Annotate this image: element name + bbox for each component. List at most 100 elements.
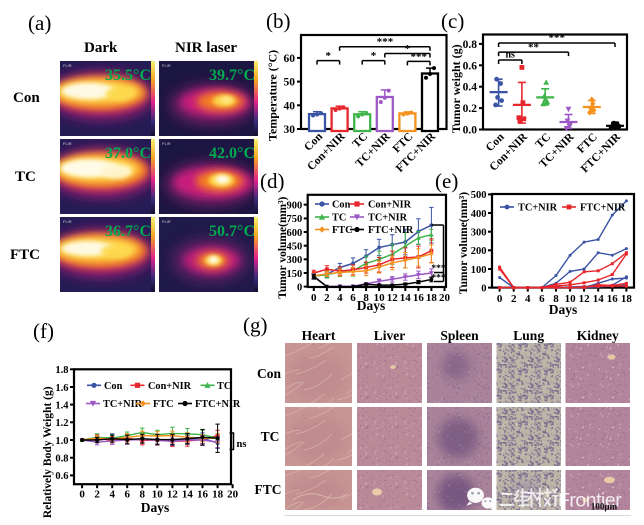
svg-text:900: 900 xyxy=(286,201,302,212)
svg-text:12: 12 xyxy=(167,489,179,501)
svg-text:Spleen: Spleen xyxy=(440,328,479,343)
svg-text:Con: Con xyxy=(257,366,281,381)
svg-text:12: 12 xyxy=(579,293,591,305)
svg-text:Temperature (°C): Temperature (°C) xyxy=(266,50,280,141)
svg-text:6: 6 xyxy=(124,489,130,501)
svg-text:2: 2 xyxy=(324,292,330,304)
svg-text:14: 14 xyxy=(182,489,194,501)
svg-text:Con: Con xyxy=(332,200,351,211)
svg-text:FLIR: FLIR xyxy=(63,141,72,146)
svg-text:(b): (b) xyxy=(266,9,291,33)
svg-text:0.2: 0.2 xyxy=(463,103,478,115)
svg-text:10: 10 xyxy=(152,489,164,501)
svg-text:0.8: 0.8 xyxy=(463,39,478,51)
svg-text:35.5°C: 35.5°C xyxy=(105,67,151,84)
svg-text:14: 14 xyxy=(593,293,605,305)
svg-text:16: 16 xyxy=(607,293,619,305)
svg-text:8: 8 xyxy=(140,489,146,501)
svg-text:FTC+NIR: FTC+NIR xyxy=(368,225,414,236)
svg-text:ns: ns xyxy=(505,50,515,61)
svg-text:**: ** xyxy=(528,41,540,53)
svg-text:Heart: Heart xyxy=(302,328,336,343)
svg-text:0: 0 xyxy=(481,283,486,294)
svg-text:30: 30 xyxy=(284,124,296,136)
svg-text:50.7°C: 50.7°C xyxy=(209,223,255,240)
svg-text:2: 2 xyxy=(94,489,100,501)
svg-text:60: 60 xyxy=(284,53,296,65)
svg-text:TC+NIR: TC+NIR xyxy=(103,399,143,410)
svg-text:***: *** xyxy=(431,273,446,283)
svg-text:4: 4 xyxy=(525,293,531,305)
svg-text:20: 20 xyxy=(439,292,451,304)
svg-text:2: 2 xyxy=(511,293,517,305)
svg-text:200: 200 xyxy=(471,246,487,257)
svg-text:0: 0 xyxy=(311,292,317,304)
svg-text:***: *** xyxy=(377,36,394,48)
svg-text:FLIR: FLIR xyxy=(162,219,171,224)
svg-text:Tumor volume(mm³): Tumor volume(mm³) xyxy=(458,192,470,294)
svg-text:0: 0 xyxy=(497,293,503,305)
svg-text:Con+NIR: Con+NIR xyxy=(368,200,412,211)
svg-text:8: 8 xyxy=(363,292,369,304)
svg-text:450: 450 xyxy=(286,242,302,253)
svg-text:Kidney: Kidney xyxy=(577,328,619,343)
svg-text:FLIR: FLIR xyxy=(63,219,72,224)
svg-text:TC+NIR: TC+NIR xyxy=(518,203,558,214)
svg-text:FLIR: FLIR xyxy=(162,141,171,146)
svg-text:Relatively Body Weight (g): Relatively Body Weight (g) xyxy=(42,386,54,518)
svg-text:400: 400 xyxy=(471,209,487,220)
svg-text:0: 0 xyxy=(297,282,302,293)
svg-text:Liver: Liver xyxy=(374,328,406,343)
svg-text:*: * xyxy=(405,43,411,55)
svg-text:500: 500 xyxy=(471,190,487,201)
svg-text:Days: Days xyxy=(549,302,578,317)
svg-text:(d): (d) xyxy=(260,169,285,193)
svg-text:Frontier: Frontier xyxy=(558,490,622,512)
svg-text:FLIR: FLIR xyxy=(162,63,171,68)
svg-text:300: 300 xyxy=(471,228,487,239)
svg-text:18: 18 xyxy=(212,489,224,501)
svg-text:8: 8 xyxy=(553,293,559,305)
svg-text:16: 16 xyxy=(197,489,209,501)
svg-text:100: 100 xyxy=(471,265,487,276)
svg-text:42.0°C: 42.0°C xyxy=(209,145,255,162)
svg-text:*: * xyxy=(371,50,377,62)
svg-text:Tumor weight (g): Tumor weight (g) xyxy=(449,44,463,133)
svg-text:37.0°C: 37.0°C xyxy=(105,145,151,162)
svg-text:10: 10 xyxy=(374,292,386,304)
svg-text:1.0: 1.0 xyxy=(55,436,68,447)
svg-text:TC: TC xyxy=(261,429,280,444)
svg-text:TC+NIR: TC+NIR xyxy=(368,213,408,224)
svg-text:100µm: 100µm xyxy=(591,502,618,512)
svg-text:1.4: 1.4 xyxy=(55,400,69,411)
svg-text:(c): (c) xyxy=(441,9,464,33)
svg-text:18: 18 xyxy=(426,292,438,304)
svg-text:40: 40 xyxy=(284,100,296,112)
svg-text:0.4: 0.4 xyxy=(463,82,478,94)
svg-text:Tumor volume(mm³): Tumor volume(mm³) xyxy=(277,196,289,298)
svg-text:600: 600 xyxy=(286,228,302,239)
svg-text:750: 750 xyxy=(286,214,302,225)
svg-text:0.6: 0.6 xyxy=(55,471,68,482)
svg-text:*: * xyxy=(326,50,332,62)
svg-text:***: *** xyxy=(549,32,566,44)
svg-text:0.8: 0.8 xyxy=(55,454,68,465)
svg-text:4: 4 xyxy=(337,292,343,304)
svg-text:FLIR: FLIR xyxy=(63,63,72,68)
svg-text:10: 10 xyxy=(565,293,577,305)
svg-text:FTC: FTC xyxy=(255,482,282,497)
svg-text:20: 20 xyxy=(227,489,239,501)
svg-text:***: *** xyxy=(410,51,427,63)
svg-text:Con: Con xyxy=(104,381,123,392)
svg-text:12: 12 xyxy=(387,292,399,304)
svg-text:FTC: FTC xyxy=(332,225,353,236)
svg-text:FTC+NIR: FTC+NIR xyxy=(580,203,626,214)
svg-text:(f): (f) xyxy=(33,319,54,343)
svg-text:0.0: 0.0 xyxy=(463,125,478,137)
svg-text:16: 16 xyxy=(413,292,425,304)
svg-text:150: 150 xyxy=(286,269,302,280)
svg-text:300: 300 xyxy=(286,255,302,266)
svg-text:1.8: 1.8 xyxy=(55,365,68,376)
svg-text:50: 50 xyxy=(284,77,296,89)
svg-text:6: 6 xyxy=(350,292,356,304)
